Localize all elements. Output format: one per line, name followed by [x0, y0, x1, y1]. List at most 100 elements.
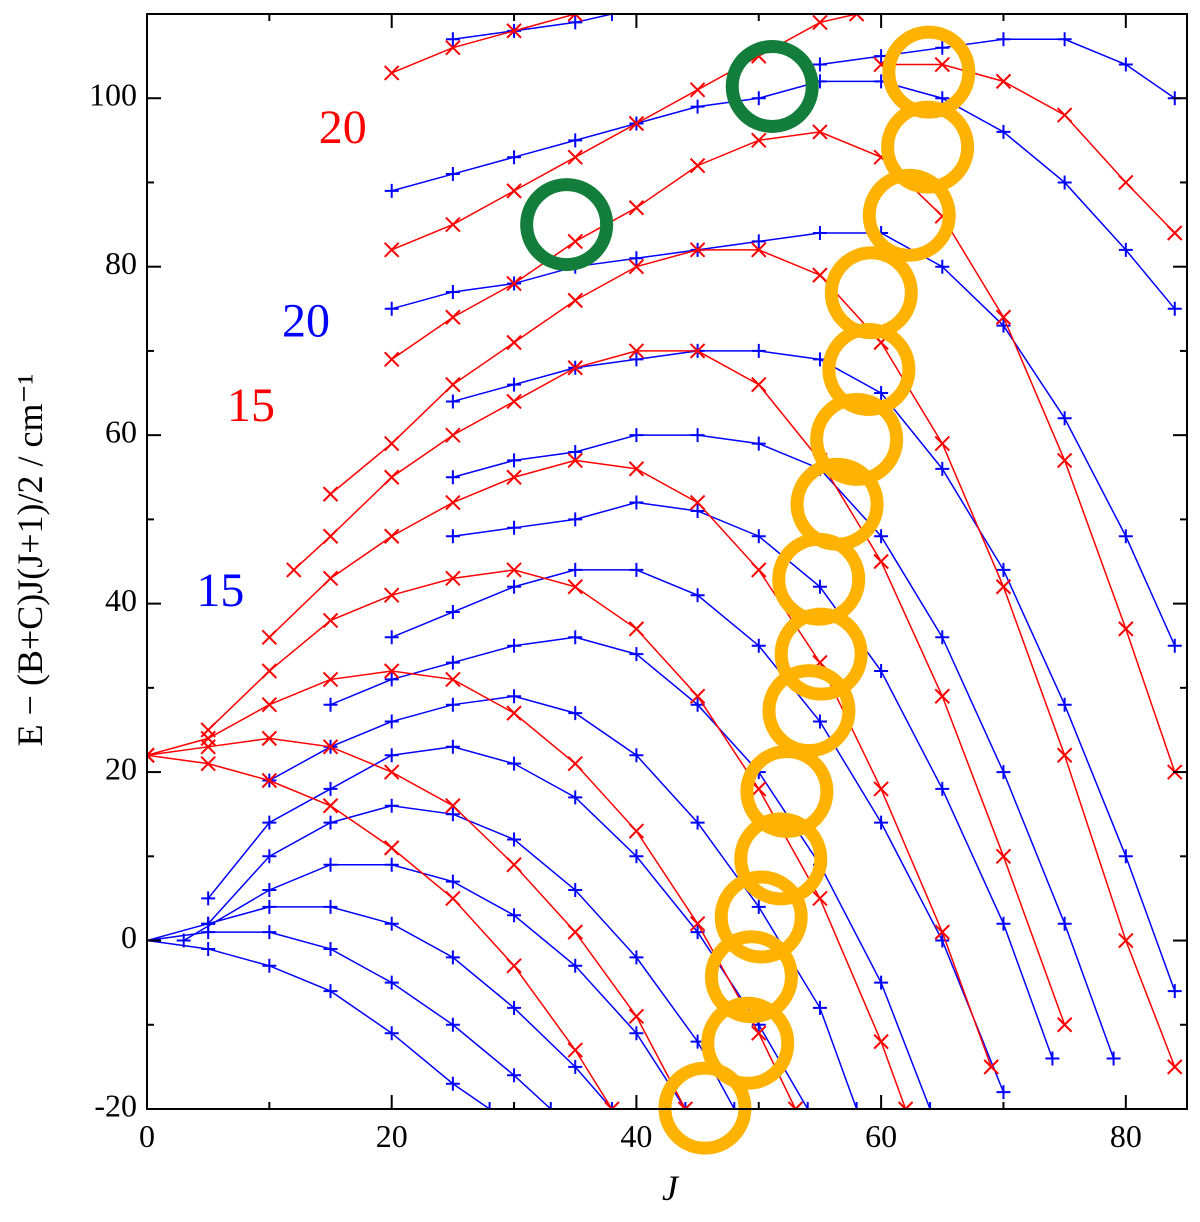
series-line — [183, 863, 686, 1109]
marker — [482, 1102, 497, 1109]
marker — [751, 899, 766, 914]
series-line — [452, 434, 1115, 1059]
marker — [751, 376, 767, 393]
marker — [567, 452, 583, 469]
annotation: 20 — [319, 101, 367, 154]
marker — [935, 630, 950, 645]
series-line — [147, 737, 687, 1109]
marker — [1056, 107, 1073, 123]
marker — [874, 386, 889, 401]
marker — [751, 436, 766, 451]
marker — [604, 1102, 619, 1109]
marker — [507, 520, 522, 535]
marker — [445, 376, 461, 393]
marker — [689, 494, 706, 511]
marker — [935, 781, 950, 796]
marker — [995, 579, 1012, 595]
marker — [507, 689, 522, 704]
marker — [628, 258, 645, 275]
marker — [1056, 747, 1073, 763]
marker — [751, 132, 767, 149]
marker — [507, 1068, 522, 1083]
series-line — [391, 569, 1005, 1093]
marker — [1118, 932, 1134, 949]
marker — [507, 638, 522, 653]
marker — [506, 958, 522, 974]
marker — [567, 149, 583, 165]
x-tick-label: 0 — [139, 1118, 155, 1154]
marker — [507, 377, 522, 392]
marker — [568, 883, 583, 897]
marker — [200, 722, 216, 738]
series-line — [147, 670, 797, 1109]
marker — [751, 1025, 767, 1041]
marker — [1056, 1017, 1073, 1033]
marker — [323, 781, 338, 796]
marker — [874, 815, 889, 830]
marker — [323, 857, 338, 872]
marker — [506, 393, 522, 410]
marker — [751, 234, 766, 249]
marker — [995, 848, 1012, 865]
marker — [568, 133, 583, 148]
marker — [629, 251, 644, 266]
series-line — [207, 805, 735, 1109]
marker — [383, 469, 400, 485]
marker — [934, 924, 951, 940]
series-line — [881, 63, 1176, 234]
marker — [996, 318, 1011, 333]
marker — [445, 394, 460, 409]
highlight-circle — [520, 178, 614, 272]
highlight-circle — [725, 39, 819, 133]
x-axis-label: J — [662, 1168, 680, 1208]
plot-frame — [146, 13, 1188, 1110]
marker — [384, 301, 399, 316]
marker — [383, 528, 400, 544]
marker — [507, 579, 522, 594]
marker — [383, 435, 400, 452]
marker — [1057, 32, 1072, 47]
marker — [445, 216, 461, 233]
marker — [1106, 1051, 1121, 1066]
marker — [261, 629, 278, 646]
marker — [322, 798, 339, 814]
marker — [1167, 638, 1182, 653]
marker — [689, 157, 706, 174]
marker — [678, 1102, 693, 1109]
marker — [262, 899, 277, 914]
marker — [543, 1102, 558, 1109]
marker — [445, 605, 460, 620]
highlight-circle — [701, 996, 795, 1090]
marker — [506, 705, 522, 721]
marker — [935, 461, 950, 476]
marker — [812, 124, 828, 140]
marker — [506, 562, 522, 578]
marker — [200, 755, 216, 772]
marker — [507, 453, 522, 468]
marker — [812, 1000, 827, 1015]
marker — [629, 748, 644, 763]
marker — [934, 56, 951, 73]
marker — [507, 1000, 522, 1015]
marker — [262, 883, 277, 897]
marker — [383, 242, 400, 258]
marker — [629, 495, 644, 510]
marker — [384, 630, 399, 645]
marker — [568, 512, 583, 527]
highlight-circle — [882, 25, 976, 119]
marker — [1167, 225, 1183, 241]
marker — [1057, 916, 1072, 931]
annotation: 20 — [282, 295, 330, 348]
marker — [996, 562, 1011, 577]
marker — [689, 915, 706, 932]
marker — [322, 612, 339, 629]
marker — [996, 124, 1011, 139]
marker — [568, 1059, 583, 1074]
highlight-circle — [714, 870, 808, 964]
marker — [445, 427, 461, 443]
marker — [261, 730, 278, 747]
highlight-circle — [862, 168, 956, 262]
marker — [923, 1102, 938, 1109]
marker — [445, 655, 460, 670]
marker — [995, 309, 1012, 325]
